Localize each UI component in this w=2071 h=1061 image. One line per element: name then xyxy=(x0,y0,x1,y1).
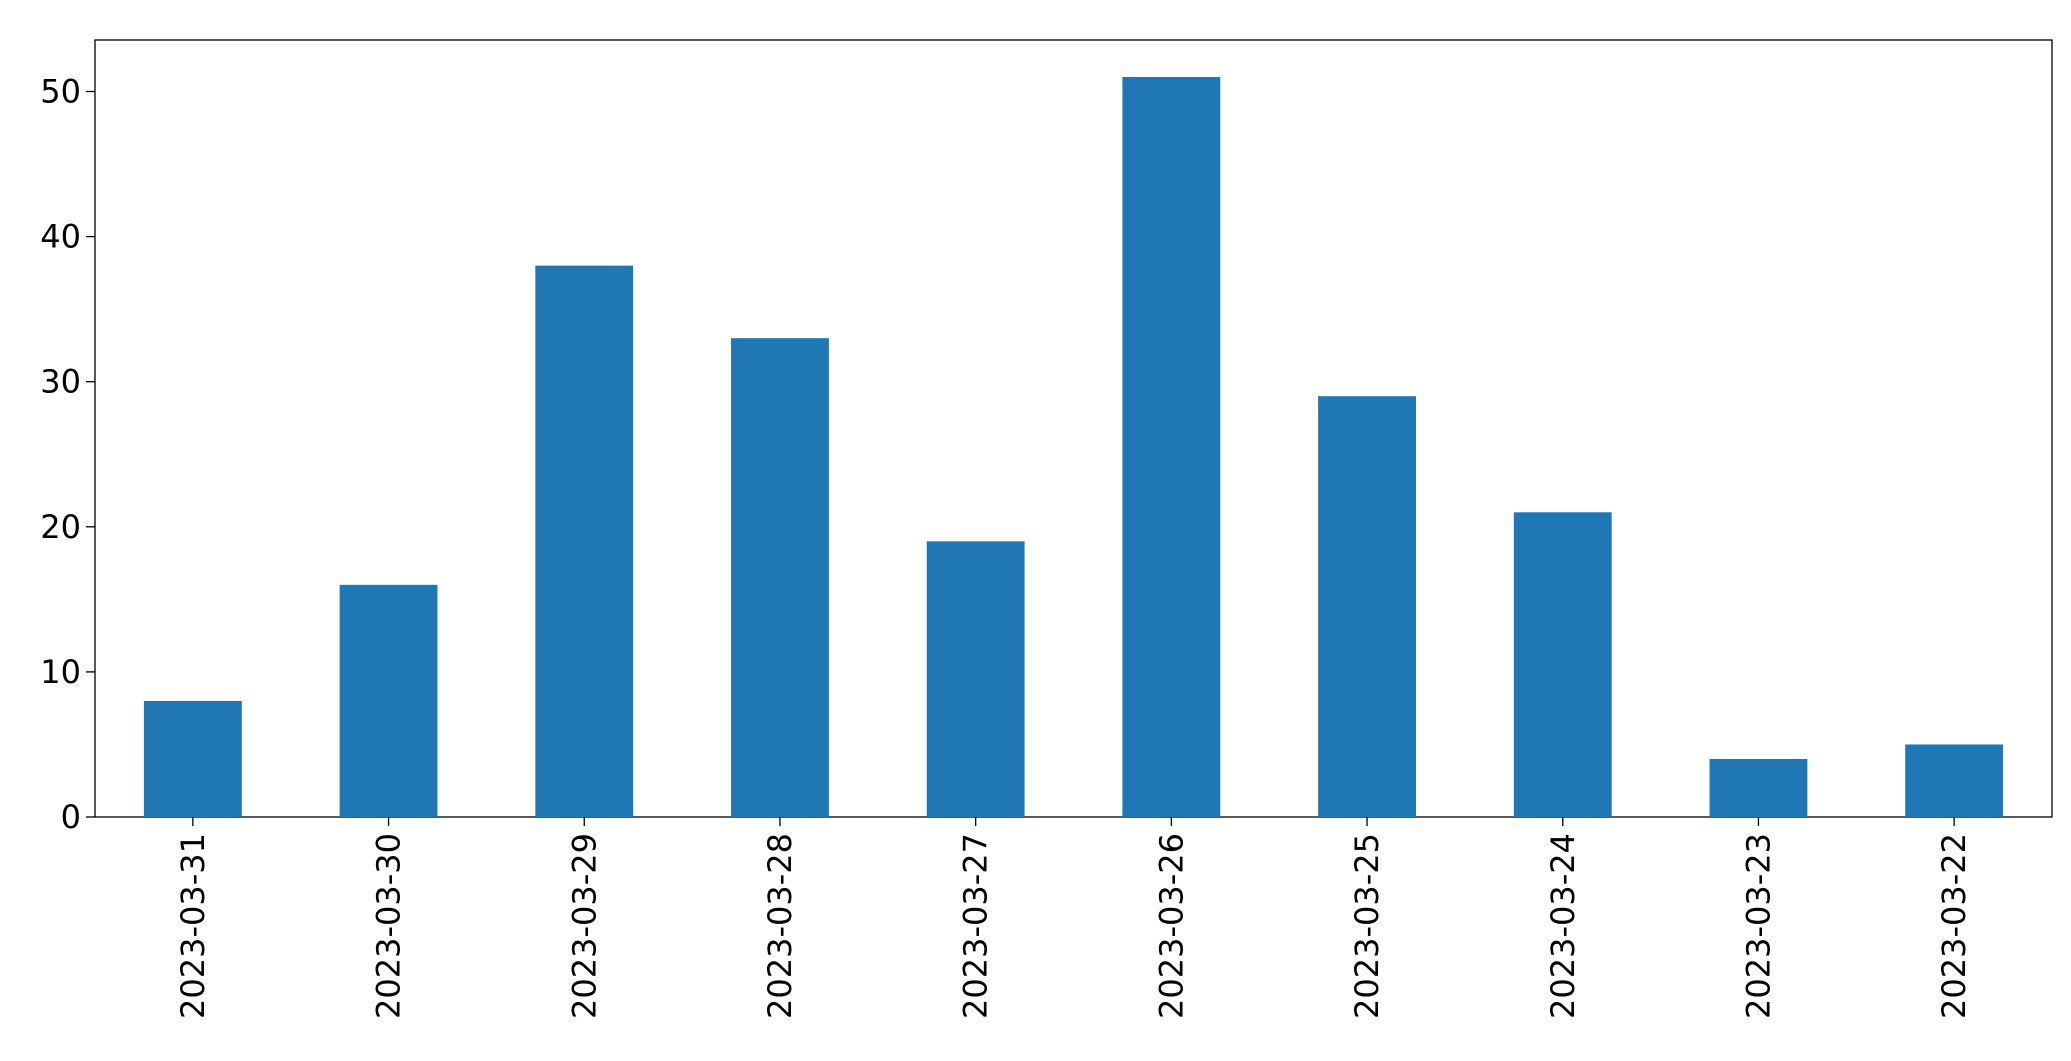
x-tick-label: 2023-03-26 xyxy=(1152,833,1190,1019)
y-tick-label: 40 xyxy=(40,218,81,256)
y-tick-label: 20 xyxy=(40,508,81,546)
x-tick-label: 2023-03-25 xyxy=(1348,833,1386,1019)
x-tick-label: 2023-03-28 xyxy=(761,833,799,1019)
x-tick-label: 2023-03-23 xyxy=(1739,833,1777,1019)
y-tick-label: 30 xyxy=(40,363,81,401)
bar xyxy=(731,338,829,817)
bar xyxy=(143,700,242,817)
x-tick-label: 2023-03-24 xyxy=(1544,833,1582,1019)
bar xyxy=(1905,744,2004,817)
y-tick-label: 50 xyxy=(40,73,81,111)
x-tick-label: 2023-03-27 xyxy=(957,833,995,1019)
x-tick-label: 2023-03-31 xyxy=(174,833,212,1019)
x-tick-label: 2023-03-30 xyxy=(370,833,408,1019)
plot-frame xyxy=(94,39,2053,818)
bar xyxy=(1318,396,1416,817)
bar xyxy=(1513,512,1612,817)
y-tick-label: 10 xyxy=(40,653,81,691)
bar xyxy=(1122,77,1221,817)
bar xyxy=(535,265,634,817)
x-tick-label: 2023-03-29 xyxy=(565,833,603,1019)
x-tick-label: 2023-03-22 xyxy=(1935,833,1973,1019)
bar xyxy=(1709,758,1808,817)
y-tick-label: 0 xyxy=(61,798,81,836)
bar xyxy=(926,541,1025,817)
bar xyxy=(339,584,438,817)
